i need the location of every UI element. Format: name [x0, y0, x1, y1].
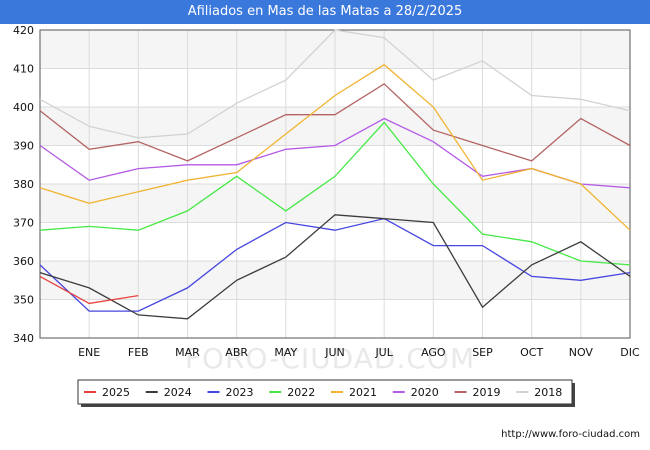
- legend-label: 2022: [287, 386, 315, 399]
- series-line-2024: [39, 214, 631, 320]
- watermark-text: FORO-CIUDAD.COM: [185, 342, 475, 375]
- x-tick-label: ABR: [225, 346, 248, 359]
- grid-lines: [40, 29, 630, 339]
- x-tick-label: MAY: [274, 346, 297, 359]
- x-tick-label: OCT: [520, 346, 543, 359]
- y-tick-label: 350: [13, 294, 34, 307]
- legend: 2025 2024 2023 2022 2021 2020 2019 2018: [77, 379, 575, 407]
- legend-label: 2019: [473, 386, 501, 399]
- series-line-2018: [39, 29, 631, 139]
- series-line-2025: [39, 275, 139, 305]
- y-tick-label: 380: [13, 178, 34, 191]
- x-tick-label: SEP: [472, 346, 493, 359]
- series-line-2021: [39, 63, 631, 231]
- series-line-2019: [39, 83, 631, 162]
- legend-label: 2021: [349, 386, 377, 399]
- x-tick-label: ENE: [78, 346, 100, 359]
- y-tick-label: 400: [13, 101, 34, 114]
- x-tick-label: NOV: [569, 346, 594, 359]
- y-tick-label: 360: [13, 255, 34, 268]
- legend-label: 2023: [226, 386, 254, 399]
- x-tick-label: AGO: [421, 346, 446, 359]
- y-axis-ticks: 340 350 360 370 380 390 400 410 420: [13, 24, 34, 345]
- x-tick-label: JUL: [374, 346, 393, 359]
- y-tick-label: 420: [13, 24, 34, 37]
- footer-url: http://www.foro-ciudad.com: [501, 429, 640, 440]
- series-lines: [39, 29, 631, 320]
- series-line-2023: [39, 217, 631, 312]
- y-tick-label: 410: [13, 63, 34, 76]
- x-axis-ticks: ENE FEB MAR ABR MAY JUN JUL AGO SEP OCT NOV DIC: [78, 346, 640, 359]
- legend-box: [77, 379, 573, 405]
- y-tick-label: 340: [13, 332, 34, 345]
- legend-label: 2018: [534, 386, 562, 399]
- x-tick-label: DIC: [620, 346, 640, 359]
- legend-label: 2024: [164, 386, 192, 399]
- series-line-2022: [39, 121, 631, 266]
- legend-label: 2025: [102, 386, 130, 399]
- x-tick-label: FEB: [128, 346, 149, 359]
- x-tick-label: JUN: [324, 346, 345, 359]
- x-tick-label: MAR: [175, 346, 200, 359]
- y-tick-label: 370: [13, 217, 34, 230]
- legend-label: 2020: [411, 386, 439, 399]
- chart-title: Afiliados en Mas de las Matas a 28/2/202…: [0, 0, 650, 24]
- y-tick-label: 390: [13, 140, 34, 153]
